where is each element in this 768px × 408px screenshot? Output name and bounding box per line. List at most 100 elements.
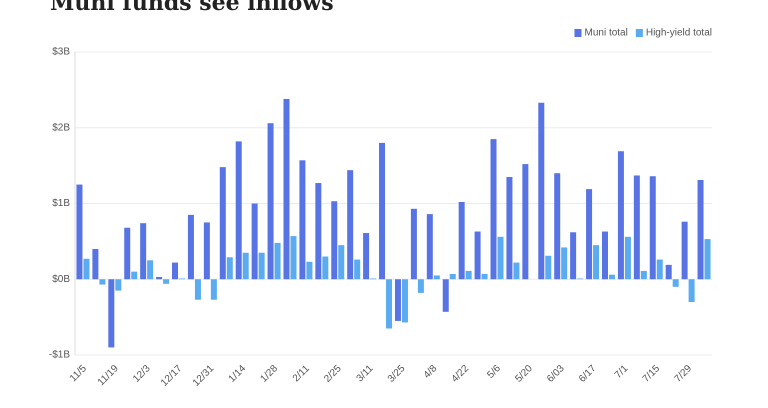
bar	[219, 167, 226, 280]
bar	[83, 258, 90, 280]
bar	[235, 141, 242, 280]
bar	[140, 223, 147, 280]
legend-label: High-yield total	[646, 28, 712, 39]
x-tick-label: 4/22	[450, 363, 472, 385]
x-tick-label: 5/20	[513, 363, 535, 385]
bar	[554, 173, 561, 280]
bar	[187, 214, 194, 280]
bar	[401, 279, 408, 323]
bar	[156, 276, 163, 280]
bar	[704, 239, 711, 280]
bar	[172, 262, 179, 280]
bar	[561, 247, 568, 280]
y-tick-label: $2B	[52, 122, 70, 133]
bar	[370, 278, 377, 280]
bar	[586, 189, 593, 280]
bar	[99, 279, 106, 285]
bar	[633, 175, 640, 280]
bar	[656, 259, 663, 280]
bar	[688, 279, 695, 302]
bar	[163, 279, 170, 284]
x-tick-label: 12/31	[191, 363, 217, 389]
bar	[522, 164, 529, 280]
bar	[379, 142, 386, 280]
bar	[545, 255, 552, 280]
bar	[267, 123, 274, 280]
x-tick-label: 3/11	[355, 363, 376, 384]
bar	[124, 227, 131, 280]
bar	[640, 270, 647, 280]
bar	[617, 151, 624, 280]
x-tick-label: 7/29	[673, 363, 695, 385]
bar	[624, 236, 631, 280]
bar	[417, 279, 424, 293]
bar	[649, 176, 656, 280]
bar	[608, 274, 615, 280]
bar	[465, 270, 472, 280]
x-tick-label: 11/5	[68, 363, 89, 384]
bar	[210, 279, 217, 300]
x-tick-label: 12/17	[159, 363, 185, 389]
legend-label: Muni total	[584, 28, 627, 39]
bar	[194, 279, 201, 300]
bar	[251, 203, 258, 280]
bar	[697, 180, 704, 280]
bar	[513, 262, 520, 280]
bar	[458, 201, 465, 280]
bar	[147, 260, 154, 280]
bar	[331, 201, 338, 280]
bar	[315, 183, 322, 280]
x-tick-label: 3/25	[386, 363, 408, 385]
y-tick-label: -$1B	[49, 350, 70, 361]
bar	[681, 221, 688, 280]
bar	[665, 264, 672, 280]
chart-title: Muni funds see inflows	[50, 0, 334, 16]
bar	[593, 245, 600, 280]
bar	[506, 176, 513, 280]
bar	[481, 273, 488, 280]
bar	[672, 279, 679, 287]
x-tick-label: 2/11	[291, 363, 312, 384]
bar	[283, 98, 290, 280]
bar	[538, 102, 545, 280]
bar	[363, 233, 370, 280]
bar	[497, 236, 504, 280]
bar	[290, 236, 297, 280]
legend-swatch	[635, 29, 643, 37]
x-tick-label: 11/19	[96, 363, 121, 388]
bar	[577, 278, 584, 280]
bar	[354, 259, 361, 280]
bar	[386, 279, 393, 329]
bar	[274, 242, 281, 280]
bar	[258, 252, 265, 280]
bar	[179, 278, 186, 280]
bar	[426, 214, 433, 280]
x-tick-label: 1/28	[259, 363, 281, 385]
bar	[108, 279, 115, 348]
bar	[394, 279, 401, 321]
bar	[490, 139, 497, 280]
bar	[76, 184, 83, 280]
bar	[442, 279, 449, 312]
bar	[306, 261, 313, 280]
bar	[203, 222, 210, 280]
bar	[338, 245, 345, 280]
bar	[449, 273, 456, 280]
bar	[131, 271, 138, 280]
bar	[322, 256, 329, 280]
x-tick-label: 7/1	[613, 363, 631, 381]
x-tick-label: 5/6	[485, 363, 503, 381]
y-tick-label: $3B	[52, 47, 70, 58]
x-tick-label: 12/3	[131, 363, 153, 385]
x-tick-label: 6/17	[577, 363, 599, 385]
x-tick-label: 2/25	[322, 363, 344, 385]
legend-swatch	[574, 29, 582, 37]
bar	[299, 160, 306, 280]
y-tick-label: $1B	[52, 198, 70, 209]
x-tick-label: 1/14	[227, 363, 249, 385]
x-tick-label: 4/8	[422, 363, 440, 381]
bar	[433, 275, 440, 280]
x-tick-label: 7/15	[641, 363, 663, 385]
y-tick-label: $0B	[52, 274, 70, 285]
